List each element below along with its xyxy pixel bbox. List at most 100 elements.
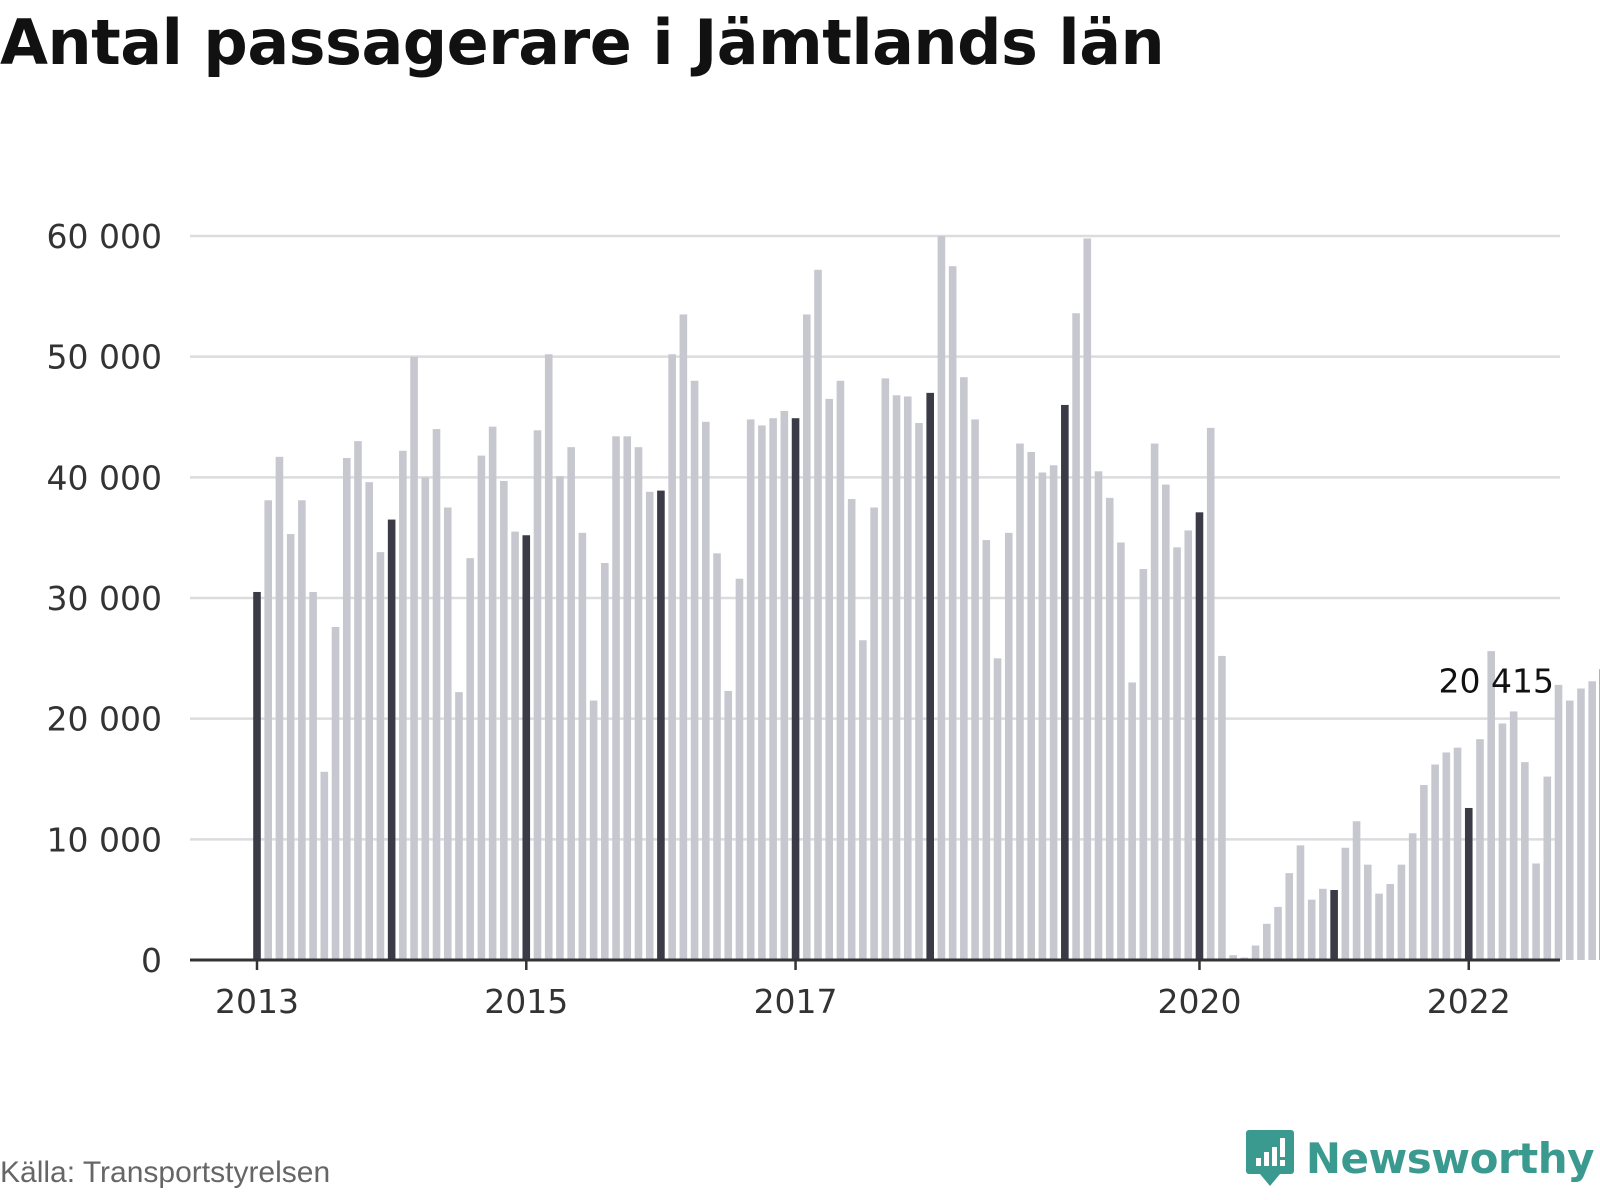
bar xyxy=(825,398,834,960)
bar xyxy=(1128,682,1136,960)
bar xyxy=(1352,821,1361,960)
bar xyxy=(1464,807,1473,960)
bar xyxy=(1397,864,1406,960)
bar xyxy=(1509,711,1518,960)
bar xyxy=(915,423,923,960)
bar xyxy=(1543,776,1552,960)
bar xyxy=(634,447,643,961)
bar xyxy=(1251,945,1260,960)
bar xyxy=(298,500,306,960)
bar xyxy=(892,395,901,960)
bar xyxy=(993,658,1002,960)
bar xyxy=(769,418,777,960)
brand-logo[interactable]: Newsworthy xyxy=(1245,1130,1595,1186)
bar xyxy=(331,626,340,960)
bar xyxy=(679,314,688,960)
bar xyxy=(342,458,351,960)
bar xyxy=(1285,873,1294,960)
y-tick-label: 0 xyxy=(141,941,162,980)
bar xyxy=(399,450,407,960)
bar xyxy=(1229,955,1237,960)
bar xyxy=(1296,845,1305,960)
bar xyxy=(1263,923,1271,960)
bar xyxy=(556,476,564,960)
bar xyxy=(612,436,620,961)
bar xyxy=(488,426,497,960)
bar xyxy=(623,436,632,961)
bar xyxy=(567,447,575,961)
bar xyxy=(926,392,934,960)
bar xyxy=(1363,864,1372,960)
bar xyxy=(1577,688,1585,960)
bar xyxy=(264,500,273,960)
bar xyxy=(746,419,755,960)
bar xyxy=(758,425,766,960)
bar xyxy=(511,531,519,960)
bar xyxy=(645,491,654,960)
bar xyxy=(1319,888,1327,960)
bar xyxy=(1173,547,1181,960)
bar xyxy=(937,236,946,960)
y-tick-label: 20 000 xyxy=(47,700,162,739)
bar xyxy=(1184,530,1193,960)
bar xyxy=(881,378,890,960)
bar xyxy=(1307,899,1316,960)
y-tick-label: 30 000 xyxy=(47,579,162,618)
bar xyxy=(702,421,710,960)
bar xyxy=(376,552,385,960)
bar xyxy=(1027,451,1035,960)
bar xyxy=(971,419,979,960)
y-tick-label: 40 000 xyxy=(47,458,162,497)
bar xyxy=(477,455,486,960)
bar xyxy=(724,690,733,960)
bar xyxy=(859,640,867,960)
bar xyxy=(1139,569,1148,960)
bar xyxy=(791,418,800,960)
bar xyxy=(960,377,968,960)
bar xyxy=(1408,833,1417,960)
y-tick-label: 60 000 xyxy=(47,217,162,256)
bar xyxy=(1105,497,1114,960)
bar xyxy=(847,499,856,960)
annotation: 20 415 xyxy=(1439,662,1554,701)
bar xyxy=(275,456,284,960)
bar xyxy=(421,477,430,960)
bar xyxy=(903,396,912,960)
bar xyxy=(1521,762,1529,960)
bar xyxy=(870,507,878,960)
bar xyxy=(578,532,587,960)
bar xyxy=(1049,465,1058,960)
bar xyxy=(1195,512,1204,960)
x-tick-label: 2020 xyxy=(1157,982,1241,1021)
y-axis: 0 10 000 20 000 30 000 40 000 50 000 60 000 xyxy=(47,217,162,980)
x-tick-label: 2022 xyxy=(1427,982,1511,1021)
x-tick-label: 2013 xyxy=(215,982,299,1021)
bar xyxy=(443,507,452,960)
bar xyxy=(1274,906,1282,960)
bar xyxy=(780,410,789,960)
bar xyxy=(500,480,508,960)
bar xyxy=(286,534,295,960)
y-tick-label: 10 000 xyxy=(47,820,162,859)
bar xyxy=(836,380,845,960)
bar xyxy=(1498,723,1507,960)
bar xyxy=(533,430,542,961)
source-note: Källa: Transportstyrelsen xyxy=(0,1156,331,1189)
bar xyxy=(668,354,676,961)
bar xyxy=(1004,532,1013,960)
bar xyxy=(1588,681,1596,960)
bar xyxy=(1476,739,1484,960)
bar xyxy=(544,354,553,961)
bar xyxy=(1016,443,1024,961)
bar xyxy=(365,482,373,960)
bar xyxy=(1487,651,1495,960)
bar xyxy=(1386,883,1395,960)
bar xyxy=(1117,542,1125,960)
bar xyxy=(1162,484,1170,960)
bar xyxy=(432,429,441,961)
bar xyxy=(601,563,609,960)
bar xyxy=(1565,700,1574,960)
bar xyxy=(713,553,721,960)
bar xyxy=(735,578,744,960)
